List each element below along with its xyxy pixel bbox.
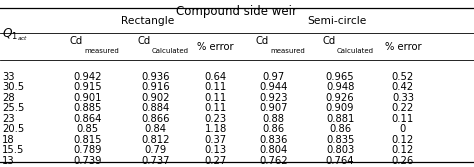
- Text: 23: 23: [2, 114, 15, 124]
- Text: Cd: Cd: [256, 36, 269, 46]
- Text: 0.812: 0.812: [141, 135, 170, 145]
- Text: 0.923: 0.923: [259, 93, 288, 103]
- Text: 0.944: 0.944: [260, 82, 288, 92]
- Text: 0.13: 0.13: [205, 145, 227, 155]
- Text: 30.5: 30.5: [2, 82, 24, 92]
- Text: 0.901: 0.901: [73, 93, 102, 103]
- Text: 0.12: 0.12: [392, 135, 414, 145]
- Text: 28: 28: [2, 93, 15, 103]
- Text: Cd: Cd: [322, 36, 336, 46]
- Text: 0.64: 0.64: [205, 72, 227, 82]
- Text: 1.18: 1.18: [205, 124, 227, 134]
- Text: 0.739: 0.739: [73, 156, 102, 166]
- Text: 0.52: 0.52: [392, 72, 414, 82]
- Text: 0.948: 0.948: [326, 82, 354, 92]
- Text: 0.11: 0.11: [392, 114, 414, 124]
- Text: 13: 13: [2, 156, 15, 166]
- Text: 0.864: 0.864: [73, 114, 102, 124]
- Text: 0.884: 0.884: [141, 103, 169, 113]
- Text: 0.907: 0.907: [259, 103, 288, 113]
- Text: 0.835: 0.835: [326, 135, 354, 145]
- Text: 15.5: 15.5: [2, 145, 24, 155]
- Text: 20.5: 20.5: [2, 124, 24, 134]
- Text: 0.909: 0.909: [326, 103, 355, 113]
- Text: 0.815: 0.815: [73, 135, 102, 145]
- Text: 18: 18: [2, 135, 15, 145]
- Text: 33: 33: [2, 72, 14, 82]
- Text: 0.79: 0.79: [144, 145, 166, 155]
- Text: Rectangle: Rectangle: [121, 16, 175, 26]
- Text: % error: % error: [384, 42, 421, 52]
- Text: 0.27: 0.27: [205, 156, 227, 166]
- Text: 25.5: 25.5: [2, 103, 24, 113]
- Text: Calculated: Calculated: [152, 48, 189, 54]
- Text: Semi-circle: Semi-circle: [307, 16, 366, 26]
- Text: 0: 0: [400, 124, 406, 134]
- Text: 0.836: 0.836: [260, 135, 288, 145]
- Text: 0.11: 0.11: [205, 93, 227, 103]
- Text: 0.789: 0.789: [73, 145, 102, 155]
- Text: 0.86: 0.86: [263, 124, 285, 134]
- Text: 0.42: 0.42: [392, 82, 414, 92]
- Text: 0.22: 0.22: [392, 103, 414, 113]
- Text: 0.85: 0.85: [77, 124, 99, 134]
- Text: 0.881: 0.881: [326, 114, 354, 124]
- Text: 0.11: 0.11: [205, 82, 227, 92]
- Text: 0.37: 0.37: [205, 135, 227, 145]
- Text: 0.902: 0.902: [141, 93, 170, 103]
- Text: 0.86: 0.86: [329, 124, 351, 134]
- Text: measured: measured: [270, 48, 305, 54]
- Text: 0.804: 0.804: [260, 145, 288, 155]
- Text: $\mathit{Q}_{1_{\mathit{act}}}$: $\mathit{Q}_{1_{\mathit{act}}}$: [2, 26, 28, 43]
- Text: 0.737: 0.737: [141, 156, 170, 166]
- Text: 0.936: 0.936: [141, 72, 170, 82]
- Text: measured: measured: [84, 48, 118, 54]
- Text: 0.926: 0.926: [326, 93, 355, 103]
- Text: 0.12: 0.12: [392, 145, 414, 155]
- Text: 0.23: 0.23: [205, 114, 227, 124]
- Text: 0.916: 0.916: [141, 82, 170, 92]
- Text: 0.97: 0.97: [263, 72, 285, 82]
- Text: 0.764: 0.764: [326, 156, 355, 166]
- Text: 0.885: 0.885: [73, 103, 102, 113]
- Text: 0.915: 0.915: [73, 82, 102, 92]
- Text: 0.26: 0.26: [392, 156, 414, 166]
- Text: Compound side weir: Compound side weir: [176, 5, 298, 18]
- Text: 0.33: 0.33: [392, 93, 414, 103]
- Text: 0.762: 0.762: [259, 156, 288, 166]
- Text: 0.11: 0.11: [205, 103, 227, 113]
- Text: Calculated: Calculated: [336, 48, 374, 54]
- Text: Cd: Cd: [70, 36, 83, 46]
- Text: 0.88: 0.88: [263, 114, 285, 124]
- Text: 0.965: 0.965: [326, 72, 355, 82]
- Text: 0.84: 0.84: [144, 124, 166, 134]
- Text: 0.803: 0.803: [326, 145, 354, 155]
- Text: 0.942: 0.942: [73, 72, 102, 82]
- Text: 0.866: 0.866: [141, 114, 170, 124]
- Text: % error: % error: [197, 42, 234, 52]
- Text: Cd: Cd: [137, 36, 151, 46]
